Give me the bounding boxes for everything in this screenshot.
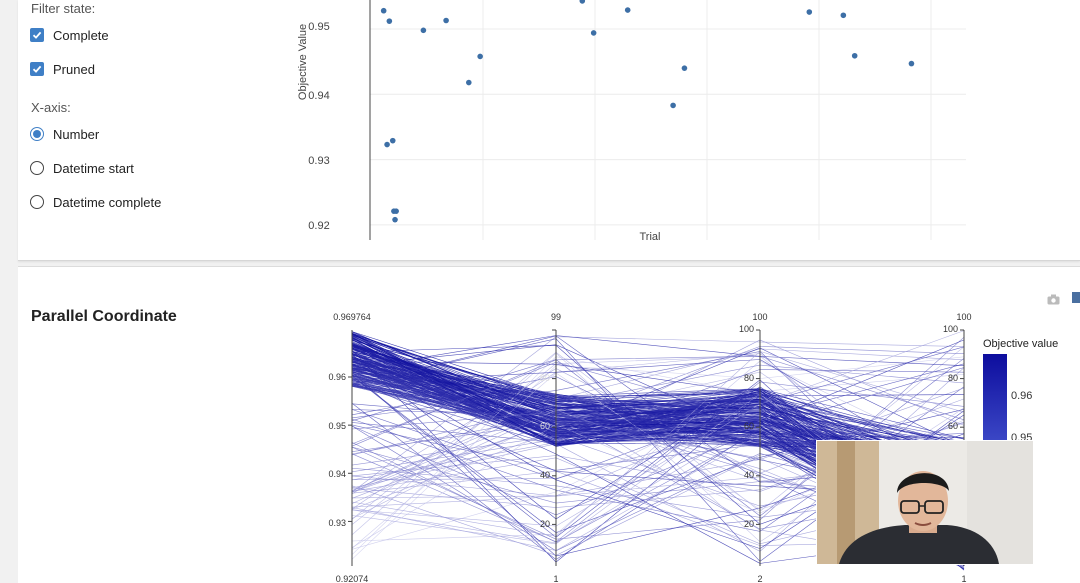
filter-pruned-label: Pruned bbox=[53, 61, 95, 77]
axis-top-label: 100 bbox=[956, 312, 971, 322]
xaxis-number-radio[interactable]: Number bbox=[30, 123, 99, 145]
camera-icon[interactable] bbox=[1047, 292, 1060, 305]
param-tick-label: 60 bbox=[948, 421, 958, 431]
trial-line bbox=[351, 357, 965, 450]
trial-line bbox=[351, 336, 965, 493]
trial-line bbox=[351, 364, 965, 456]
trial-line bbox=[351, 363, 965, 479]
axis-top-label: 0.969764 bbox=[333, 312, 371, 322]
axis-bottom-label: 1 bbox=[553, 574, 558, 582]
trial-line bbox=[351, 347, 965, 448]
y-tick-label: 0.94 bbox=[308, 90, 329, 102]
objective-tick-label: 0.95 bbox=[328, 421, 346, 431]
filter-complete-checkbox[interactable]: Complete bbox=[30, 24, 109, 46]
xaxis-datetime-complete-radio[interactable]: Datetime complete bbox=[30, 191, 161, 213]
trial-line bbox=[351, 353, 965, 520]
trial-line bbox=[351, 335, 965, 370]
trial-line bbox=[351, 369, 965, 444]
scatter-point[interactable] bbox=[384, 141, 390, 148]
axis-bottom-label: 0.92074 bbox=[336, 574, 369, 582]
radio-empty-icon bbox=[30, 161, 44, 175]
parallel-coordinate-title: Parallel Coordinate bbox=[31, 308, 177, 325]
trial-line bbox=[351, 341, 965, 456]
axis-top-label: 99 bbox=[551, 312, 561, 322]
colorbar-tick-label: 0.96 bbox=[1011, 390, 1032, 402]
x-axis-title: Trial bbox=[640, 231, 661, 243]
scatter-point[interactable] bbox=[466, 79, 472, 86]
trial-line bbox=[351, 334, 965, 460]
axis-bottom-label: 1 bbox=[961, 574, 966, 582]
trial-line bbox=[351, 367, 965, 560]
scatter-point[interactable] bbox=[681, 65, 688, 71]
colorbar-title: Objective value bbox=[983, 338, 1058, 350]
param-tick-label: 80 bbox=[744, 373, 754, 383]
xaxis-label: X-axis: bbox=[31, 100, 71, 115]
objective-tick-label: 0.96 bbox=[328, 372, 346, 382]
history-scatter-plot[interactable]: 0.95 0.94 0.93 0.92 Objective Value Tria… bbox=[290, 0, 980, 250]
scatter-point[interactable] bbox=[392, 216, 398, 223]
scatter-point[interactable] bbox=[840, 12, 847, 19]
xaxis-datetime-start-radio[interactable]: Datetime start bbox=[30, 157, 134, 179]
trial-line bbox=[351, 360, 965, 542]
webcam-overlay bbox=[816, 440, 1034, 565]
checkbox-checked-icon bbox=[30, 28, 44, 42]
objective-tick-label: 0.94 bbox=[328, 469, 346, 479]
scatter-point[interactable] bbox=[389, 137, 396, 144]
checkbox-checked-icon bbox=[30, 62, 44, 76]
trial-line bbox=[351, 370, 965, 445]
scatter-point[interactable] bbox=[908, 60, 915, 67]
scatter-point[interactable] bbox=[386, 18, 393, 24]
radio-selected-icon bbox=[30, 127, 44, 141]
radio-empty-icon bbox=[30, 195, 44, 209]
history-card bbox=[18, 0, 1080, 261]
param-tick-label: 60 bbox=[540, 421, 550, 431]
scatter-point[interactable] bbox=[420, 27, 427, 34]
param-tick-label: 40 bbox=[540, 470, 550, 480]
filter-state-label: Filter state: bbox=[31, 1, 96, 16]
xaxis-datetime-start-label: Datetime start bbox=[53, 160, 134, 176]
plotly-logo-icon[interactable] bbox=[1072, 292, 1080, 303]
param-tick-label: 20 bbox=[744, 519, 754, 529]
scatter-point[interactable] bbox=[806, 9, 813, 15]
param-tick-label: 80 bbox=[540, 373, 550, 383]
trial-line bbox=[351, 366, 965, 440]
axis-top-label: 100 bbox=[752, 312, 767, 322]
param-tick-label: 40 bbox=[744, 470, 754, 480]
param-tick-label: 60 bbox=[744, 421, 754, 431]
scatter-point[interactable] bbox=[380, 7, 387, 14]
param-tick-label: 100 bbox=[739, 324, 754, 334]
y-tick-label: 0.92 bbox=[308, 220, 329, 232]
trial-line bbox=[351, 381, 965, 543]
scatter-point[interactable] bbox=[443, 17, 449, 24]
scatter-point[interactable] bbox=[579, 0, 586, 4]
trial-line bbox=[351, 424, 965, 471]
scatter-point[interactable] bbox=[670, 102, 676, 109]
xaxis-datetime-complete-label: Datetime complete bbox=[53, 194, 162, 210]
trial-line bbox=[351, 351, 965, 537]
param-tick-label: 100 bbox=[943, 324, 958, 334]
objective-tick-label: 0.93 bbox=[328, 518, 346, 528]
scatter-point[interactable] bbox=[477, 53, 483, 60]
param-tick-label: 20 bbox=[540, 519, 550, 529]
scatter-point[interactable] bbox=[624, 7, 631, 13]
axis-bottom-label: 2 bbox=[757, 574, 762, 582]
filter-pruned-checkbox[interactable]: Pruned bbox=[30, 58, 95, 80]
y-axis-title: Objective Value bbox=[297, 24, 309, 100]
presenter-video-image bbox=[817, 441, 1033, 564]
scatter-point[interactable] bbox=[393, 208, 399, 214]
param-tick-label: 80 bbox=[948, 373, 958, 383]
trial-line bbox=[351, 348, 965, 492]
trial-line bbox=[351, 330, 965, 527]
y-tick-label: 0.95 bbox=[308, 21, 329, 33]
filter-complete-label: Complete bbox=[53, 27, 109, 43]
scatter-point[interactable] bbox=[851, 52, 858, 59]
trial-line bbox=[351, 417, 965, 473]
y-tick-label: 0.93 bbox=[308, 155, 329, 167]
scatter-point[interactable] bbox=[590, 30, 597, 36]
xaxis-number-label: Number bbox=[53, 126, 100, 142]
trial-line bbox=[351, 364, 965, 467]
